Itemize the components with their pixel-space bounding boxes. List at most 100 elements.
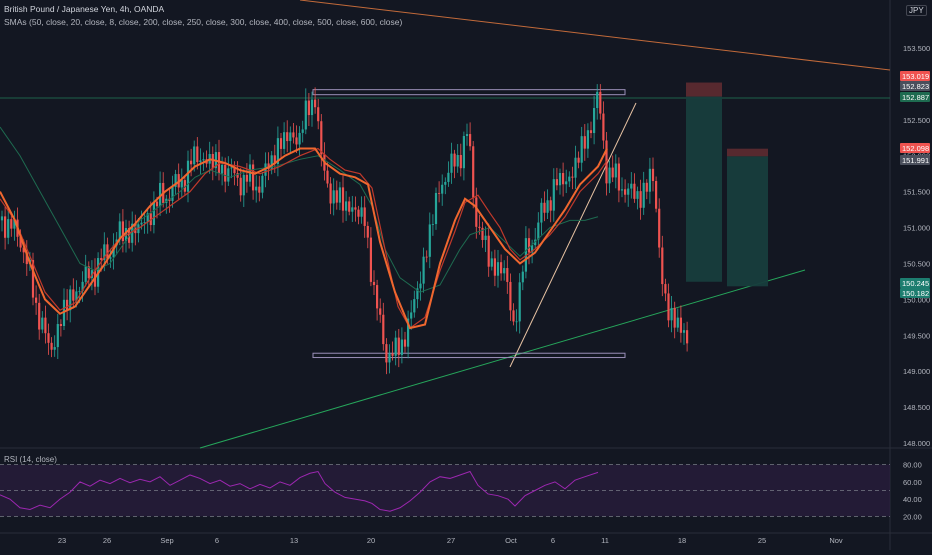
candle-body (686, 330, 689, 344)
candle-body (10, 219, 13, 229)
candle-body (7, 219, 10, 238)
price-tag-bg (900, 143, 930, 153)
price-tag-label: 152.823 (902, 82, 929, 91)
price-tag-bg (900, 92, 930, 102)
currency-badge[interactable]: JPY (906, 5, 927, 16)
sma-indicator-label[interactable]: SMAs (50, close, 20, close, 8, close, 20… (4, 17, 403, 27)
candle-body (413, 299, 416, 313)
candle-body (608, 167, 611, 184)
candle-body (78, 290, 81, 292)
candle-body (636, 191, 639, 199)
price-tick-label: 149.000 (903, 367, 930, 376)
candle-body (159, 182, 162, 207)
candle-body (651, 168, 655, 182)
candle-body (245, 174, 248, 182)
candle-body (472, 146, 475, 198)
candle-body (47, 333, 50, 343)
candle-body (84, 266, 87, 282)
candle-body (366, 225, 369, 238)
sma-20-line (0, 147, 609, 329)
candle-body (416, 288, 419, 300)
candle-body (357, 209, 360, 217)
time-tick-label: 26 (103, 536, 111, 545)
candle-body (276, 138, 279, 165)
candle-body (661, 247, 664, 285)
candle-body (252, 164, 255, 191)
candle-body (75, 291, 78, 301)
candle-body (552, 179, 555, 211)
descending-trendline (299, 0, 891, 71)
symbol-title[interactable]: British Pound / Japanese Yen, 4h, OANDA (4, 4, 165, 14)
candle-body (453, 153, 456, 167)
candle-body (382, 314, 385, 345)
candle-body (394, 337, 397, 356)
candle-body (236, 173, 239, 178)
candle-body (574, 157, 577, 178)
candle-body (639, 191, 642, 208)
candle-body (193, 146, 196, 165)
price-tag-label: 153.019 (902, 72, 929, 81)
candle-body (211, 153, 214, 169)
candle-body (301, 129, 304, 133)
candle-body (224, 164, 227, 182)
candle-body (146, 213, 149, 223)
candle-body (131, 223, 134, 243)
candle-body (186, 160, 190, 192)
candle-body (655, 181, 658, 209)
candle-body (506, 268, 509, 282)
candle-body (298, 132, 301, 145)
candle-body (44, 317, 47, 334)
candle-body (580, 136, 583, 163)
candle-body (648, 168, 651, 192)
price-tag-bg (900, 278, 930, 288)
candle-body (571, 176, 574, 178)
candle-body (310, 99, 314, 116)
candle-body (444, 181, 447, 185)
candle-body (307, 100, 310, 116)
candle-body (493, 258, 496, 276)
candle-body (351, 207, 354, 212)
candle-body (664, 284, 667, 294)
time-tick-label: 6 (551, 536, 555, 545)
candle-body (332, 190, 335, 204)
candle-body (565, 181, 568, 185)
candle-body (627, 188, 630, 195)
candle-body (599, 91, 602, 114)
candle-body (202, 159, 205, 161)
rsi-indicator-label[interactable]: RSI (14, close) (4, 455, 57, 464)
candle-body (4, 216, 7, 238)
candle-body (481, 227, 484, 240)
candle-body (543, 202, 546, 213)
candle-body (31, 260, 35, 298)
candle-body (338, 187, 341, 203)
candle-body (258, 186, 261, 193)
time-tick-label: 13 (290, 536, 298, 545)
candle-body (379, 308, 382, 315)
short-position-2-stop-zone (727, 148, 768, 157)
candle-body (199, 160, 202, 163)
candle-body (56, 324, 59, 348)
candle-body (676, 317, 679, 328)
candle-body (242, 174, 245, 196)
time-tick-label: Nov (829, 536, 843, 545)
candle-body (645, 182, 648, 192)
candle-body (22, 247, 25, 253)
candle-body (25, 252, 28, 265)
candle-body (521, 271, 524, 283)
candle-body (372, 281, 376, 286)
candle-body (38, 302, 41, 330)
candle-body (155, 201, 159, 207)
candle-body (447, 172, 450, 182)
price-tick-label: 150.000 (903, 295, 930, 304)
candle-body (255, 186, 258, 191)
candle-body (450, 153, 453, 173)
candle-body (658, 208, 661, 248)
price-tick-label: 151.000 (903, 224, 930, 233)
candle-body (183, 180, 186, 192)
candle-body (314, 99, 317, 108)
candle-body (397, 337, 400, 355)
candle-body (227, 168, 230, 182)
